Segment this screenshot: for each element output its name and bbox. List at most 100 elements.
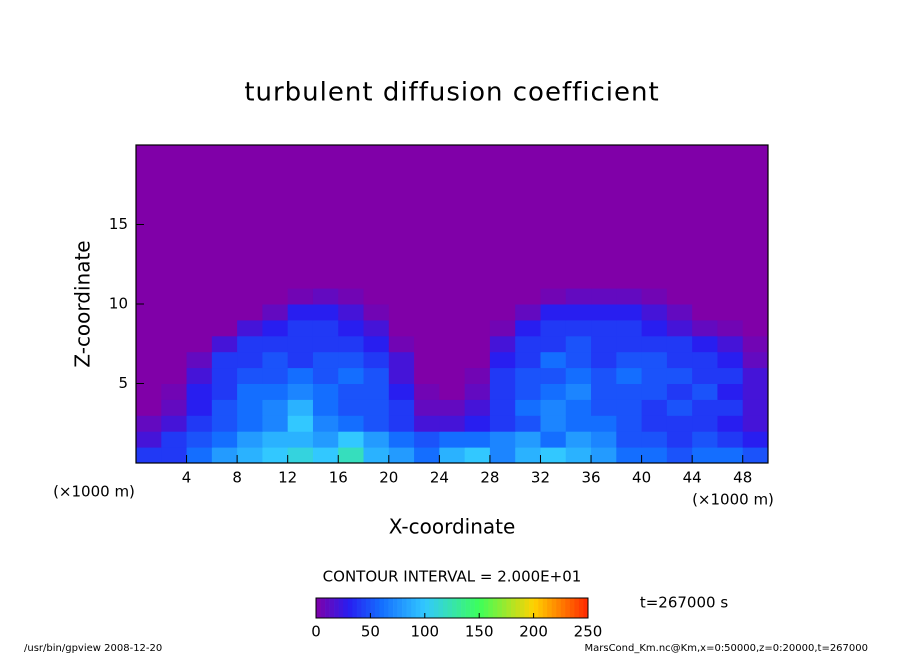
heat-cell [489, 383, 516, 400]
heat-cell [717, 383, 744, 400]
heat-cell [692, 399, 718, 416]
colorbar-stripe [442, 598, 448, 618]
colorbar-stripe [388, 598, 394, 618]
heat-cell [742, 383, 769, 400]
heat-cell [211, 399, 238, 416]
heat-cell [464, 319, 491, 337]
heat-cell [439, 431, 466, 448]
colorbar-stripe [560, 598, 566, 618]
heat-cell [211, 431, 238, 448]
heat-cell [388, 335, 415, 353]
heat-cell [388, 145, 415, 289]
heat-cell [338, 335, 365, 353]
heat-cell [388, 431, 415, 448]
heat-cell [717, 447, 744, 464]
heat-cell [742, 431, 769, 448]
heat-cell [540, 335, 567, 353]
heat-cell [211, 335, 238, 353]
heat-cell [287, 335, 314, 353]
heat-cell [338, 399, 365, 416]
heat-cell [591, 145, 617, 289]
heat-cell [641, 383, 668, 400]
heat-cell [161, 319, 188, 337]
heat-cell [186, 431, 213, 448]
colorbar-stripe [461, 598, 466, 618]
heat-cell [338, 415, 365, 432]
heat-cell [287, 431, 314, 448]
heat-cell [641, 367, 668, 384]
heat-cell [312, 335, 339, 353]
heat-cell [136, 319, 162, 337]
heat-cell [287, 351, 314, 369]
heat-cell [666, 447, 693, 464]
heat-cell [312, 383, 339, 400]
heat-cell [186, 367, 213, 384]
colorbar-stripe [397, 598, 403, 618]
heat-cell [666, 304, 693, 321]
heat-cell [363, 383, 390, 400]
heat-cell [540, 288, 567, 305]
colorbar-tick-label: 150 [465, 623, 494, 641]
heat-cell [515, 304, 541, 321]
heat-cell [742, 319, 769, 337]
heat-cell [312, 399, 339, 416]
heat-cell [211, 351, 238, 369]
heat-cell [262, 288, 289, 305]
heat-cell [186, 145, 213, 289]
heat-cell [464, 335, 491, 353]
heat-cell [565, 431, 592, 448]
heat-cell [211, 319, 238, 337]
heat-cell [136, 145, 162, 289]
colorbar-stripe [406, 598, 412, 618]
contour-note: CONTOUR INTERVAL = 2.000E+01 [323, 568, 582, 586]
colorbar-stripe [524, 598, 530, 618]
heat-cell [616, 319, 643, 337]
heat-cell [464, 304, 491, 321]
heat-cell [616, 383, 643, 400]
heat-cell [464, 351, 491, 369]
heat-cell [641, 447, 668, 464]
heat-cell [489, 415, 516, 432]
heat-cell [515, 447, 541, 464]
heat-cell [540, 447, 567, 464]
heat-cell [464, 288, 491, 305]
heat-cell [338, 319, 365, 337]
heat-cell [717, 415, 744, 432]
heat-cell [211, 304, 238, 321]
colorbar-stripe [510, 598, 516, 618]
heat-cell [237, 335, 263, 353]
heat-cell [717, 145, 744, 289]
heat-cell [742, 367, 769, 384]
heat-cell [161, 351, 188, 369]
colorbar-stripe [347, 598, 353, 618]
heat-cell [262, 367, 289, 384]
heat-cell [161, 367, 188, 384]
heat-cell [515, 145, 541, 289]
heat-cell [565, 351, 592, 369]
heat-cell [161, 288, 188, 305]
heat-cell [591, 304, 617, 321]
colorbar-stripe [447, 598, 453, 618]
colorbar-frame [315, 597, 589, 619]
x-tick-label: 28 [480, 469, 499, 487]
colorbar-stripe [438, 598, 444, 618]
heat-cell [464, 447, 491, 464]
heat-cell [287, 288, 314, 305]
heat-cell [515, 415, 541, 432]
heat-cell [363, 367, 390, 384]
heat-cell [338, 304, 365, 321]
heat-cell [186, 288, 213, 305]
heat-cell [565, 304, 592, 321]
heat-cell [692, 415, 718, 432]
heat-cell [591, 367, 617, 384]
heat-cell [237, 447, 263, 464]
heat-cell [540, 431, 567, 448]
heat-cell [515, 335, 541, 353]
heat-cell [692, 431, 718, 448]
heat-cell [262, 415, 289, 432]
heat-cell [388, 447, 415, 464]
heat-cell [363, 288, 390, 305]
colorbar-stripe [411, 598, 417, 618]
heat-cell [717, 304, 744, 321]
